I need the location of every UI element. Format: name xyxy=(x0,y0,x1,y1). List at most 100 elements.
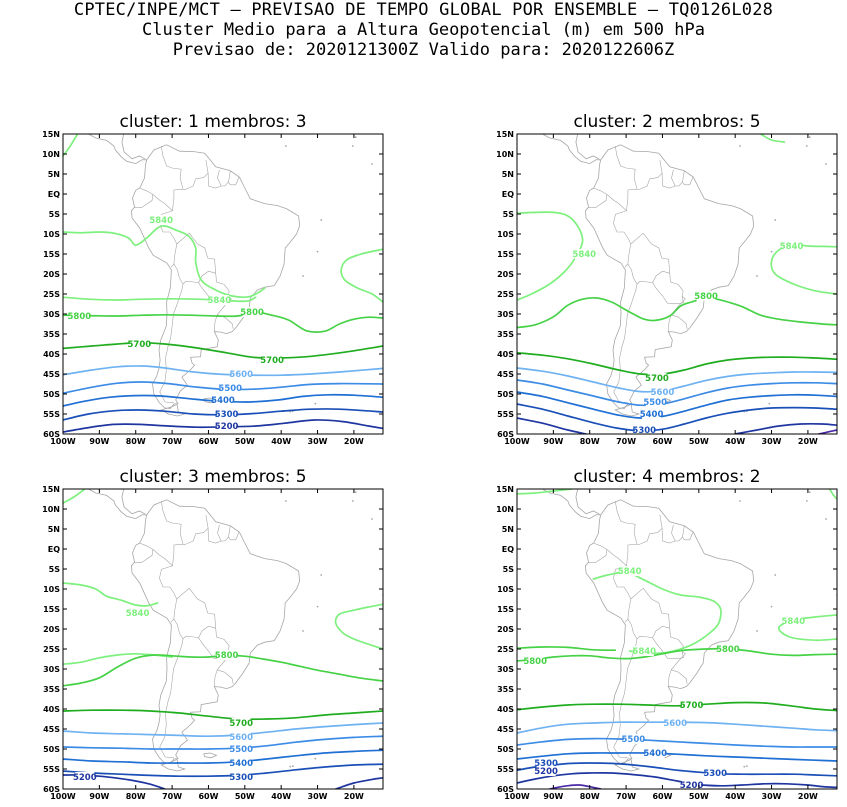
island xyxy=(743,765,746,768)
contour-label-bg xyxy=(634,646,654,656)
contour-label-bg xyxy=(718,644,738,654)
latitude-tick-label: 25S xyxy=(497,645,514,654)
longitude-tick-label: 20W xyxy=(798,437,818,446)
contour-label: 5700 xyxy=(680,701,704,711)
map-frame xyxy=(62,133,384,435)
contour-label-bg xyxy=(217,409,237,419)
latitude-tick-label: 40S xyxy=(43,350,60,359)
panel-title: cluster: 1 membros: 3 xyxy=(119,112,307,132)
longitude-tick-label: 90W xyxy=(543,792,563,801)
contour-line-5840 xyxy=(777,614,837,642)
geopotential-map: 5840 5840 5800 5800 5700 5700 5600 5500 5400 5300… xyxy=(42,130,384,446)
latitude-tick-label: 5S xyxy=(49,565,61,574)
contour-label-bg xyxy=(217,421,237,431)
contour-label-bg xyxy=(75,772,95,782)
contour-label: 5800 xyxy=(68,312,92,322)
island xyxy=(316,605,319,608)
contour-label-bg xyxy=(262,355,282,365)
contour-line-5500 xyxy=(517,379,837,407)
contour-label: 5840 xyxy=(126,609,150,619)
island xyxy=(314,757,317,760)
contour-label: 5400 xyxy=(229,759,253,769)
contour-line-5600 xyxy=(63,722,383,738)
longitude-tick-label: 80W xyxy=(580,437,600,446)
island xyxy=(808,491,811,494)
longitude-tick-label: 50W xyxy=(689,437,709,446)
contour-label-bg xyxy=(665,718,685,728)
latitude-tick-label: 60S xyxy=(497,430,514,439)
latitude-tick-label: 10S xyxy=(497,585,514,594)
contour-line-5500 xyxy=(517,737,837,748)
longitude-tick-label: 70W xyxy=(162,437,182,446)
contour-line-5400 xyxy=(517,752,837,762)
longitude-tick-label: 60W xyxy=(652,437,672,446)
latitude-tick-label: 5N xyxy=(502,525,514,534)
latitude-tick-label: 5S xyxy=(49,210,61,219)
latitude-tick-label: 25S xyxy=(497,290,514,299)
latitude-tick-label: 25S xyxy=(43,645,60,654)
contour-label: 5800 xyxy=(716,645,740,655)
latitude-tick-label: 10S xyxy=(43,230,60,239)
latitude-tick-label: 40S xyxy=(497,350,514,359)
contour-label: 5600 xyxy=(663,719,687,729)
contour-label-bg xyxy=(682,780,702,789)
latitude-tick-label: 20S xyxy=(43,625,60,634)
contour-line-5500 xyxy=(63,735,383,750)
map-frame xyxy=(62,488,384,790)
island xyxy=(291,765,294,768)
contour-label-bg xyxy=(642,409,662,419)
contour-label-bg xyxy=(536,766,556,776)
contour-label-bg xyxy=(231,369,251,379)
longitude-tick-label: 60W xyxy=(652,792,672,801)
longitude-tick-label: 80W xyxy=(126,792,146,801)
contour-line-5800 xyxy=(517,296,837,329)
contour-label-bg xyxy=(209,295,229,305)
latitude-tick-label: 40S xyxy=(497,705,514,714)
contour-label: 5200 xyxy=(534,767,558,777)
latitude-tick-label: 60S xyxy=(43,785,60,794)
island xyxy=(774,574,777,576)
panel-title: cluster: 3 membros: 5 xyxy=(119,467,307,487)
contour-line-5200 xyxy=(734,422,837,434)
contour-label-bg xyxy=(231,744,251,754)
latitude-tick-label: 15N xyxy=(496,485,514,494)
latitude-tick-label: 25S xyxy=(43,290,60,299)
latitude-tick-label: 50S xyxy=(497,390,514,399)
contour-line-5840 xyxy=(63,489,86,504)
contour-label: 5200 xyxy=(680,781,704,791)
latitude-tick-label: 35S xyxy=(497,330,514,339)
country-borders xyxy=(588,500,694,759)
latitude-tick-label: 45S xyxy=(497,370,514,379)
contour-label: 5700 xyxy=(645,374,669,384)
contour-label: 5840 xyxy=(572,250,596,260)
latitude-tick-label: 5S xyxy=(503,210,515,219)
longitude-tick-label: 60W xyxy=(198,437,218,446)
latitude-tick-label: 55S xyxy=(43,410,60,419)
contour-line-5840 xyxy=(63,134,79,157)
island xyxy=(774,219,777,221)
contour-label: 5200 xyxy=(73,773,97,783)
latitude-tick-label: 5N xyxy=(48,170,60,179)
contour-label: 5700 xyxy=(229,719,253,729)
longitude-tick-label: 30W xyxy=(762,792,782,801)
contour-label-bg xyxy=(574,249,594,259)
contour-line-5600 xyxy=(517,367,837,393)
contour-line-5840 xyxy=(63,296,257,303)
contour-line-5400 xyxy=(517,391,837,419)
contour-label-bg xyxy=(128,608,148,618)
longitude-tick-label: 70W xyxy=(616,437,636,446)
latitude-tick-label: 10S xyxy=(43,585,60,594)
contour-label-bg xyxy=(231,718,251,728)
contour-label: 5400 xyxy=(643,749,667,759)
latitude-tick-label: 5N xyxy=(502,170,514,179)
latitude-tick-label: 30S xyxy=(497,310,514,319)
latitude-tick-label: 15N xyxy=(42,485,60,494)
map-frame xyxy=(516,488,838,790)
panel-title: cluster: 2 membros: 5 xyxy=(573,112,761,132)
contour-label-bg xyxy=(782,241,802,251)
contour-line-5700 xyxy=(517,701,837,712)
contour-line-5500 xyxy=(63,381,383,395)
longitude-tick-label: 30W xyxy=(308,437,328,446)
latitude-tick-label: 15S xyxy=(43,605,60,614)
